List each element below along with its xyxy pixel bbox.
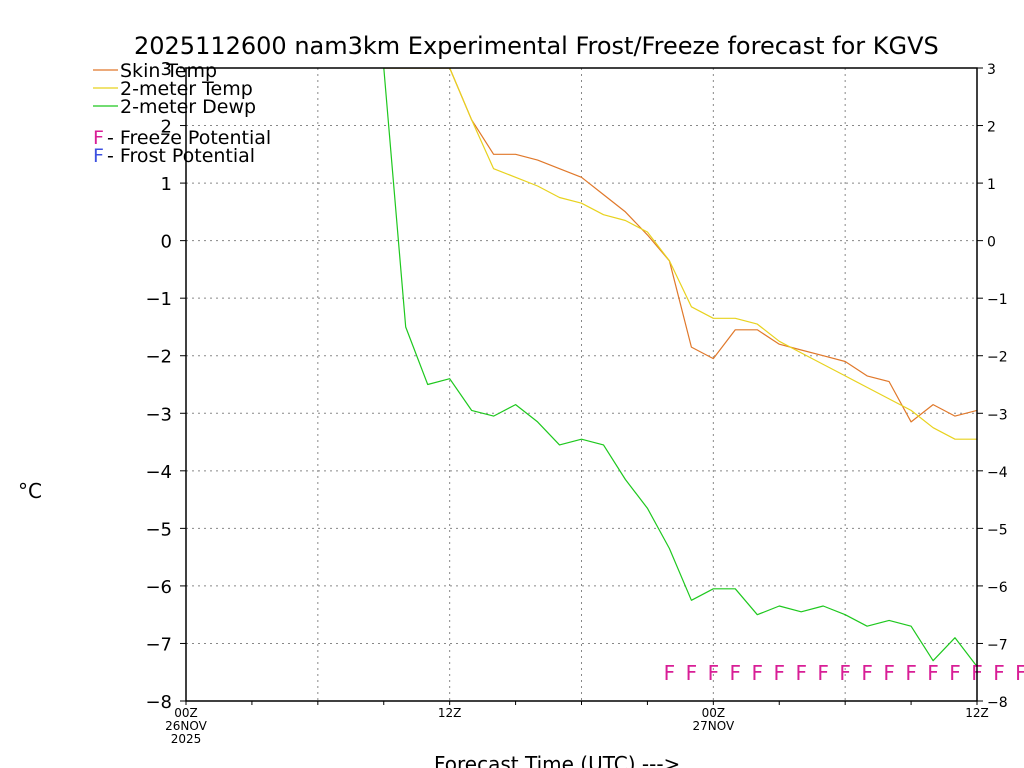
x-axis-label: Forecast Time (UTC) ---> (434, 752, 680, 768)
y-tick-label: −1 (145, 289, 172, 310)
freeze-potential-marker: F (993, 661, 1005, 685)
x-axis: 00Z26NOV202512Z00Z27NOV12Z00Z28NOV12Z (165, 701, 989, 746)
y-tick-label: 0 (161, 232, 172, 253)
x-tick-label: 2025 (171, 732, 202, 746)
series-layer (383, 68, 977, 668)
y-tick-label: −7 (145, 634, 172, 655)
y-tick-label-right: −6 (987, 580, 1008, 596)
series-line-2-meter-dewp (383, 68, 977, 668)
freeze-potential-marker: F (773, 661, 785, 685)
y-axis-label: °C (18, 479, 42, 503)
y-tick-label: 1 (161, 174, 172, 195)
y-tick-label: −6 (145, 577, 172, 598)
freeze-potential-marker: F (752, 661, 764, 685)
freeze-potential-marker: F (905, 661, 917, 685)
legend-label: Skin Temp (120, 60, 217, 82)
y-tick-label: 3 (161, 59, 172, 80)
y-tick-label-right: −2 (987, 350, 1008, 366)
y-tick-label-right: 3 (987, 62, 996, 78)
freeze-potential-marker: F (1015, 661, 1024, 685)
x-tick-label-group: 12Z (965, 706, 989, 720)
x-tick-label: 00Z (702, 706, 726, 720)
x-tick-label: 26NOV (165, 719, 207, 733)
y-tick-label-right: −7 (987, 637, 1008, 653)
freeze-potential-marker: F (795, 661, 807, 685)
series-line-skin-temp (383, 68, 977, 423)
freeze-potential-marker: F (839, 661, 851, 685)
freeze-potential-marker: F (817, 661, 829, 685)
freeze-potential-marker: F (708, 661, 720, 685)
y-tick-label-right: −4 (987, 465, 1008, 481)
y-axis-left: 3 2 1 0 −1 −2 −3 −4 −5 −6 −7 −8 (145, 59, 186, 713)
freeze-potential-marker: F (730, 661, 742, 685)
y-tick-label-right: 2 (987, 120, 996, 136)
y-tick-label-right: 1 (987, 177, 996, 193)
freeze-potential-marker: F (949, 661, 961, 685)
x-tick-label: 12Z (438, 706, 462, 720)
x-tick-label-group: 12Z (438, 706, 462, 720)
y-tick-label: −8 (145, 692, 172, 713)
chart-title: 2025112600 nam3km Experimental Frost/Fre… (134, 32, 939, 60)
y-tick-label-right: 0 (987, 235, 996, 251)
y-tick-label-right: −3 (987, 407, 1008, 423)
y-tick-label: −4 (145, 462, 172, 483)
y-axis-right: 3 2 1 0 −1 −2 −3 −4 −5 −6 −7 −8 (977, 62, 1008, 711)
series-line-2-meter-temp (383, 68, 977, 440)
legend-label: 2-meter Temp (120, 78, 253, 100)
y-tick-label-right: −5 (987, 522, 1008, 538)
y-tick-label: 2 (161, 117, 172, 138)
y-tick-label: −2 (145, 347, 172, 368)
x-tick-label: 27NOV (692, 719, 734, 733)
freeze-potential-marker: F (861, 661, 873, 685)
y-tick-label: −3 (145, 404, 172, 425)
legend-label: 2-meter Dewp (120, 96, 256, 118)
legend-marker-symbol: F (93, 145, 104, 167)
freeze-potential-marker: F (883, 661, 895, 685)
y-tick-label-right: −1 (987, 292, 1008, 308)
y-tick-label: −5 (145, 519, 172, 540)
x-tick-label: 12Z (965, 706, 989, 720)
x-tick-label: 00Z (174, 706, 198, 720)
legend-marker-label: - Freeze Potential (107, 127, 271, 149)
y-tick-label-right: −8 (987, 695, 1008, 711)
freeze-potential-marker: F (686, 661, 698, 685)
legend-marker-symbol: F (93, 127, 104, 149)
freeze-potential-marker: F (664, 661, 676, 685)
freeze-potential-marker: F (927, 661, 939, 685)
legend-marker-label: - Frost Potential (107, 145, 255, 167)
